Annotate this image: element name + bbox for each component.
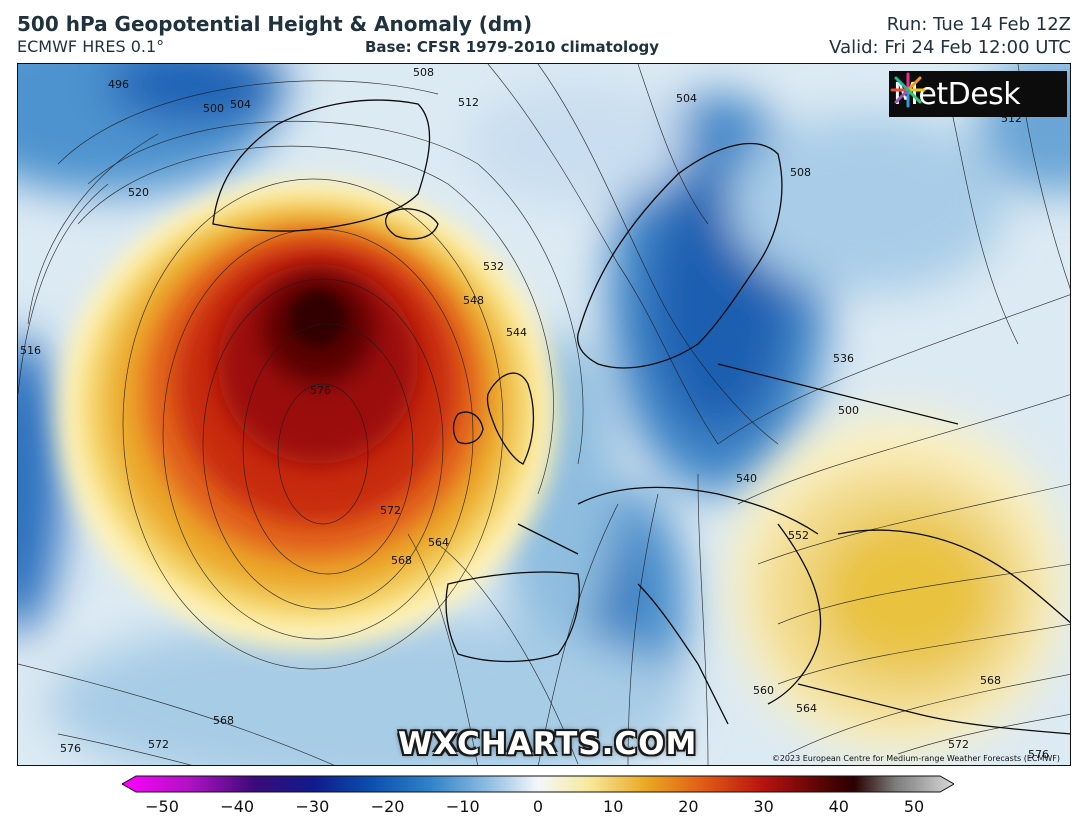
iberia-outline	[445, 571, 580, 663]
copyright-notice: ©2023 European Centre for Medium-range W…	[771, 754, 1060, 763]
model-name: ECMWF HRES 0.1°	[17, 37, 165, 56]
negative-anomaly-fields	[18, 64, 1070, 765]
iceland-outline	[385, 208, 439, 240]
colorbar-tick-label: 40	[828, 797, 849, 816]
colorbar-tick-label: 20	[678, 797, 699, 816]
colorbar-tick-label: −20	[370, 797, 405, 816]
contour-label: 532	[483, 260, 504, 273]
colorbar-gradient	[122, 775, 954, 793]
contour-label: 536	[833, 352, 854, 365]
colorbar-tick-label: 30	[753, 797, 774, 816]
eastern-europe-border	[717, 363, 959, 425]
colorbar-tick-label: 50	[903, 797, 925, 816]
greenland-outline	[212, 99, 431, 232]
contour-label: 504	[676, 92, 697, 105]
contour-label: 516	[20, 344, 41, 357]
climatology-base: Base: CFSR 1979-2010 climatology	[365, 38, 660, 56]
contour-label: 520	[128, 186, 149, 199]
colorbar-tick-label: −40	[220, 797, 255, 816]
colorbar-tick-label: −30	[295, 797, 330, 816]
contour-label: 500	[838, 404, 859, 417]
contour-label: 572	[148, 738, 169, 751]
contour-label: 576	[60, 742, 81, 755]
colorbar-tick-label: −50	[145, 797, 179, 816]
contour-label: 576	[1028, 748, 1049, 761]
contour-label: 552	[788, 529, 809, 542]
positive-anomaly-balkans	[728, 414, 1068, 754]
turkey-coast	[797, 683, 1070, 735]
metdesk-logo: MetDesk	[889, 71, 1067, 117]
colorbar-tick-label: −10	[445, 797, 480, 816]
contour-label: 572	[948, 738, 969, 751]
anomaly-colorbar	[122, 775, 954, 793]
valid-time: Valid: Fri 24 Feb 12:00 UTC	[829, 37, 1071, 58]
coastlines	[212, 99, 1070, 735]
contour-label: 564	[796, 702, 817, 715]
france-coast	[517, 523, 579, 555]
site-watermark: WXCHARTS.COM	[398, 726, 698, 762]
pinwheel-icon	[890, 72, 926, 108]
contour-label: 540	[736, 472, 757, 485]
black-sea-coast	[837, 529, 1070, 624]
contour-label: 576	[310, 384, 331, 397]
scandinavia-outline	[577, 142, 783, 369]
contour-label: 508	[790, 166, 811, 179]
contour-label: 568	[213, 714, 234, 727]
contour-label: 512	[458, 96, 479, 109]
balkans-outline	[767, 523, 822, 705]
contour-label: 548	[463, 294, 484, 307]
colorbar-tick-label: 10	[603, 797, 624, 816]
contour-label: 572	[380, 504, 401, 517]
positive-anomaly-atlantic	[58, 179, 558, 649]
contour-label: 500	[203, 102, 224, 115]
contour-label: 496	[108, 78, 129, 91]
contour-label: 568	[391, 554, 412, 567]
contour-labels: 508 512 504 500 504 496 520 532 548 544 …	[20, 66, 1049, 761]
great-britain-outline	[486, 372, 535, 465]
chart-title: 500 hPa Geopotential Height & Anomaly (d…	[17, 12, 533, 36]
contour-label: 560	[753, 684, 774, 697]
height-contours	[18, 64, 1070, 765]
contour-label: 564	[428, 536, 449, 549]
ireland-outline	[452, 411, 484, 445]
central-europe-border	[577, 486, 819, 535]
contour-label: 504	[230, 98, 251, 111]
anomaly-map: 508 512 504 500 504 496 520 532 548 544 …	[17, 63, 1071, 766]
contour-label: 568	[980, 674, 1001, 687]
run-time: Run: Tue 14 Feb 12Z	[886, 14, 1071, 35]
italy-outline	[637, 583, 729, 725]
contour-label: 508	[413, 66, 434, 79]
map-canvas: 508 512 504 500 504 496 520 532 548 544 …	[18, 64, 1070, 765]
colorbar-tick-label: 0	[532, 797, 544, 816]
contour-label: 544	[506, 326, 527, 339]
